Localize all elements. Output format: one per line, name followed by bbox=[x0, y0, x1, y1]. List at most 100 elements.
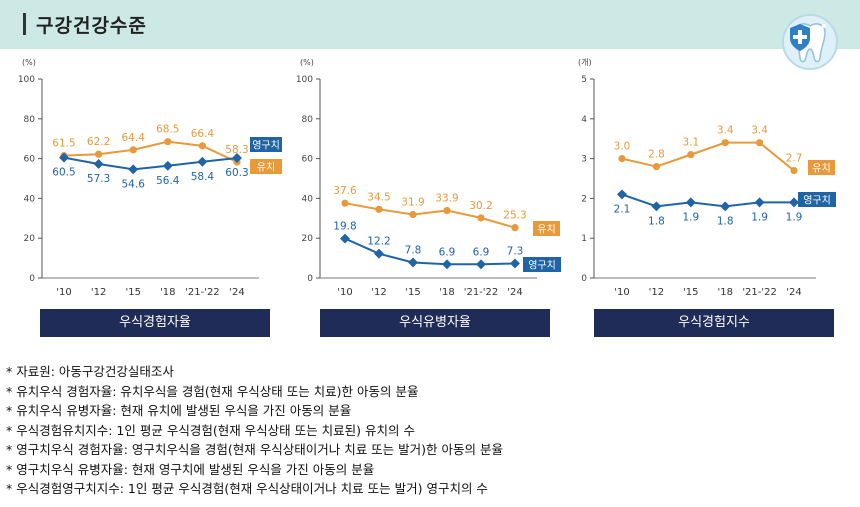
data-point bbox=[93, 159, 104, 169]
data-point bbox=[789, 197, 799, 208]
y-tick-label: 3 bbox=[581, 155, 587, 165]
data-point bbox=[375, 205, 383, 213]
data-label: 6.9 bbox=[439, 246, 456, 258]
y-tick-label: 20 bbox=[302, 234, 314, 244]
data-label: 57.3 bbox=[87, 173, 110, 185]
y-tick-label: 1 bbox=[581, 234, 587, 244]
data-point bbox=[129, 146, 137, 154]
chart-title: 우식유병자율 bbox=[320, 309, 550, 337]
chart-title: 우식경험자율 bbox=[40, 309, 270, 337]
data-label: 56.4 bbox=[156, 175, 180, 187]
footnote: 우식경험영구치지수: 1인 평균 우식경험(현재 우식상태이거나 치료 또는 발… bbox=[6, 479, 856, 499]
data-point bbox=[95, 150, 103, 158]
chart-panel-2: (%) 0 20 40 60 80 100 '10 '12 '15 '18 '21-'22 '24 37.… bbox=[290, 55, 580, 340]
series-tag bbox=[533, 221, 560, 236]
data-point bbox=[128, 164, 139, 175]
data-point bbox=[340, 233, 350, 244]
chart-title: 우식경험지수 bbox=[594, 309, 834, 337]
x-tick-label: '10 bbox=[56, 287, 71, 298]
data-point bbox=[687, 151, 695, 159]
data-label: 60.5 bbox=[52, 167, 75, 179]
y-tick-label: 5 bbox=[581, 75, 587, 85]
data-point bbox=[756, 139, 764, 147]
x-tick-label: '18 bbox=[439, 287, 454, 298]
y-tick-label: 2 bbox=[581, 194, 587, 204]
page-title: 구강건강수준 bbox=[36, 15, 147, 37]
data-label: 58.3 bbox=[225, 144, 248, 156]
data-label: 1.9 bbox=[751, 211, 768, 223]
x-tick-label: '15 bbox=[683, 287, 698, 298]
data-point bbox=[685, 197, 696, 208]
footnote: 유치우식 경험자율: 유치우식을 경험(현재 우식상태 또는 치료)한 아동의 … bbox=[6, 382, 856, 402]
x-tick-label: '24 bbox=[507, 287, 522, 298]
data-label: 3.1 bbox=[682, 137, 699, 149]
data-label: 2.1 bbox=[614, 203, 631, 215]
series-line-deciduous bbox=[344, 202, 516, 229]
unit-label: (%) bbox=[22, 58, 36, 67]
data-label: 3.4 bbox=[717, 125, 734, 137]
header-accent-bar bbox=[23, 13, 26, 35]
y-tick-label: 60 bbox=[24, 155, 36, 165]
series-tag bbox=[250, 137, 282, 152]
data-label: 2.7 bbox=[786, 153, 803, 165]
data-point bbox=[476, 259, 486, 270]
footnotes: 자료원: 아동구강건강실태조사 유치우식 경험자율: 유치우식을 경험(현재 우… bbox=[6, 362, 856, 499]
x-tick-label: '18 bbox=[717, 287, 732, 298]
header-bar: 구강건강수준 bbox=[0, 0, 860, 49]
data-point bbox=[477, 214, 485, 222]
unit-label: (개) bbox=[578, 57, 592, 67]
unit-label: (%) bbox=[300, 58, 314, 67]
tooth-shield-icon bbox=[782, 14, 838, 70]
data-label: 2.8 bbox=[648, 149, 665, 161]
x-tick-label: '21-'22 bbox=[185, 287, 220, 298]
series-tag-label: 영구치 bbox=[528, 260, 556, 272]
x-tick-label: '12 bbox=[371, 287, 386, 298]
data-label: 12.2 bbox=[367, 236, 390, 248]
y-tick-label: 100 bbox=[18, 75, 35, 85]
x-tick-label: '12 bbox=[91, 287, 106, 298]
series-tag bbox=[523, 257, 561, 272]
series-line-permanent bbox=[63, 156, 238, 171]
data-point bbox=[164, 138, 172, 146]
chart-panel-1: (%) 0 20 40 60 80 100 '10 '12 '15 '18 '21-'22 '24 61.… bbox=[0, 55, 290, 340]
x-tick-label: '21-'22 bbox=[464, 287, 499, 298]
data-point bbox=[198, 142, 206, 150]
series-tag bbox=[798, 192, 836, 207]
series-tag-label: 유치 bbox=[812, 163, 830, 175]
x-tick-label: '24 bbox=[786, 287, 801, 298]
series-tag bbox=[808, 160, 835, 175]
data-label: 7.8 bbox=[405, 244, 422, 256]
y-tick-label: 0 bbox=[29, 274, 35, 284]
x-tick-label: '24 bbox=[229, 287, 244, 298]
data-label: 7.3 bbox=[507, 245, 524, 257]
data-label: 1.9 bbox=[786, 211, 803, 223]
y-tick-label: 80 bbox=[24, 115, 36, 125]
data-label: 58.4 bbox=[191, 171, 215, 183]
data-label: 1.8 bbox=[648, 215, 665, 227]
data-point bbox=[162, 160, 173, 171]
series-tag-label: 유치 bbox=[257, 162, 275, 174]
series-tag bbox=[250, 159, 282, 174]
data-label: 64.4 bbox=[122, 132, 146, 144]
data-point bbox=[754, 197, 765, 208]
data-label: 68.5 bbox=[156, 124, 179, 136]
data-label: 61.5 bbox=[52, 138, 75, 150]
data-point bbox=[720, 201, 731, 212]
footnote: 우식경험유치지수: 1인 평균 우식경험(현재 우식상태 또는 치료된) 유치의… bbox=[6, 421, 856, 441]
series-line-permanent bbox=[621, 193, 794, 208]
data-label: 19.8 bbox=[333, 221, 356, 233]
footnote: 영구치우식 유병자율: 현재 영구치에 발생된 우식을 가진 아동의 분율 bbox=[6, 460, 856, 480]
data-label: 34.5 bbox=[367, 191, 390, 203]
data-point bbox=[408, 257, 418, 268]
data-label: 1.8 bbox=[717, 215, 734, 227]
y-tick-label: 0 bbox=[581, 274, 587, 284]
data-point bbox=[341, 199, 349, 207]
series-line-permanent bbox=[344, 237, 516, 266]
y-tick-label: 40 bbox=[24, 194, 36, 204]
data-point bbox=[510, 258, 520, 269]
series-tag-label: 유치 bbox=[537, 224, 555, 236]
y-tick-label: 60 bbox=[302, 155, 314, 165]
x-tick-label: '10 bbox=[337, 287, 352, 298]
data-label: 33.9 bbox=[435, 193, 458, 205]
data-label: 30.2 bbox=[469, 200, 492, 212]
